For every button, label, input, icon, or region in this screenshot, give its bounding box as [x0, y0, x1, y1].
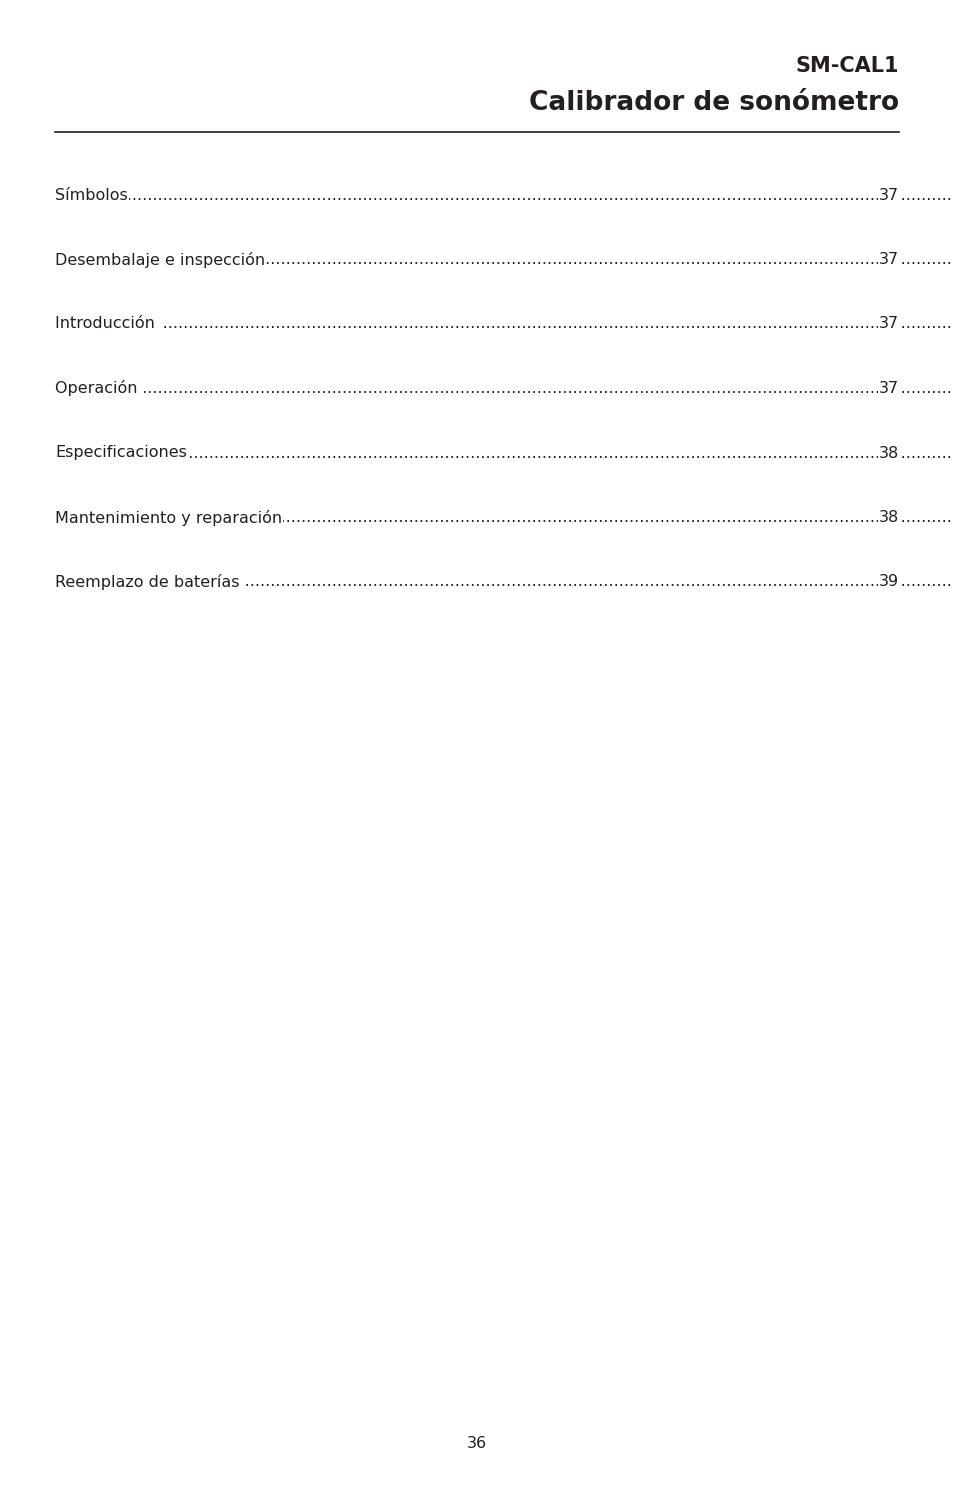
- Text: 36: 36: [466, 1436, 487, 1450]
- Text: Operación: Operación: [55, 381, 143, 396]
- Text: 39: 39: [878, 574, 898, 590]
- Text: SM-CAL1: SM-CAL1: [795, 56, 898, 75]
- Text: Especificaciones: Especificaciones: [55, 446, 187, 460]
- Text: Símbolos: Símbolos: [55, 188, 128, 202]
- Text: ................................................................................: ........................................…: [55, 316, 953, 332]
- Text: Desembalaje e inspección: Desembalaje e inspección: [55, 252, 265, 267]
- Text: 37: 37: [878, 316, 898, 332]
- Text: 37: 37: [878, 252, 898, 267]
- Text: ................................................................................: ........................................…: [55, 510, 953, 525]
- Text: Mantenimiento y reparación: Mantenimiento y reparación: [55, 510, 282, 525]
- Text: ................................................................................: ........................................…: [55, 188, 953, 202]
- Text: ................................................................................: ........................................…: [55, 381, 953, 396]
- Text: 38: 38: [878, 510, 898, 525]
- Text: Introducción: Introducción: [55, 316, 160, 332]
- Text: 38: 38: [878, 446, 898, 460]
- Text: ................................................................................: ........................................…: [55, 446, 953, 460]
- Text: Calibrador de sonómetro: Calibrador de sonómetro: [528, 90, 898, 116]
- Text: 37: 37: [878, 188, 898, 202]
- Text: ................................................................................: ........................................…: [55, 574, 953, 590]
- Text: 37: 37: [878, 381, 898, 396]
- Text: ................................................................................: ........................................…: [55, 252, 953, 267]
- Text: Reemplazo de baterías: Reemplazo de baterías: [55, 574, 245, 590]
